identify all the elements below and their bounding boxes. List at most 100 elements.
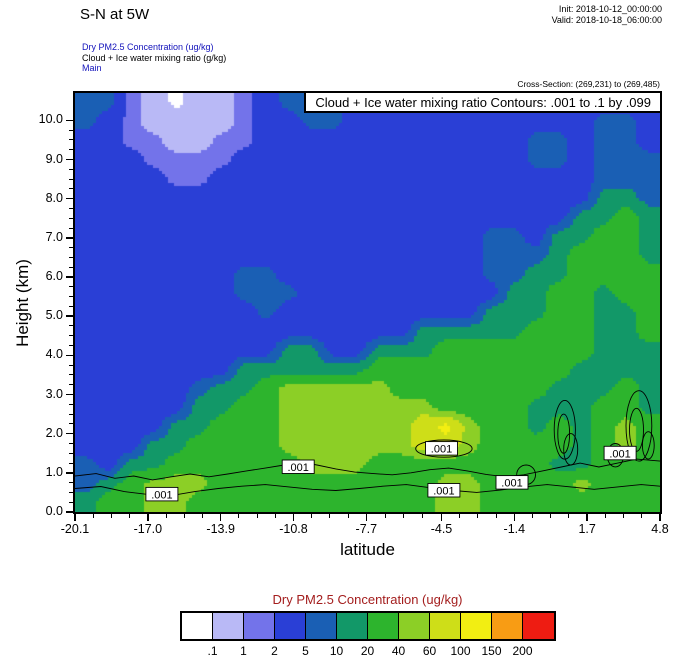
x-minor-tick	[403, 514, 405, 518]
x-minor-tick	[329, 514, 331, 518]
colorbar-cell	[336, 613, 368, 639]
x-minor-tick	[92, 514, 94, 518]
y-tick-label: 0.0	[45, 504, 63, 518]
contour-label-text: .001	[501, 478, 522, 490]
colorbar-tick-label: 100	[450, 644, 471, 658]
x-tick	[440, 514, 443, 521]
y-tick	[66, 393, 73, 396]
valid-time-label: Valid: 2018-10-18_06:00:00	[551, 15, 662, 25]
colorbar-cell	[491, 613, 523, 639]
contour-label-text: .001	[433, 486, 454, 498]
field-legend: Dry PM2.5 Concentration (ug/kg) Cloud + …	[82, 42, 226, 74]
colorbar-tick-label: 20	[360, 644, 375, 658]
pm25-heatmap-canvas	[75, 93, 660, 512]
x-minor-tick	[532, 514, 534, 518]
cloud-ice-contour-loop	[415, 439, 473, 458]
x-axis-title: latitude	[340, 540, 395, 559]
x-minor-tick	[477, 514, 479, 518]
colorbar-tick-label: 1	[240, 644, 247, 658]
colorbar-tick-label: 40	[391, 644, 406, 658]
x-tick	[659, 514, 661, 521]
colorbar-cells	[179, 611, 556, 641]
colorbar-cell	[429, 613, 461, 639]
x-minor-tick	[201, 514, 203, 518]
x-minor-tick	[183, 514, 185, 518]
x-tick-label: -7.7	[355, 522, 378, 536]
legend-line-pm25: Dry PM2.5 Concentration (ug/kg)	[82, 42, 214, 52]
y-tick	[66, 119, 73, 122]
colorbar-cell	[367, 613, 399, 639]
y-tick-label: 2.0	[45, 425, 63, 440]
contour-info-banner: Cloud + Ice water mixing ratio Contours:…	[304, 91, 662, 113]
y-tick-label: 10.0	[38, 112, 63, 127]
cloud-ice-contour-loop	[625, 390, 653, 462]
x-minor-tick	[495, 514, 497, 518]
x-minor-tick	[238, 514, 240, 518]
colorbar-tick-label: 150	[481, 644, 502, 658]
plot-area: .001 .001 .001 .001 .001 .001 Cloud + Ice wat…	[13, 91, 662, 514]
colorbar-labels: .1 1 2 5 10 20 40 60 100 150 200	[180, 644, 556, 659]
cloud-ice-contour-loop	[563, 433, 579, 466]
x-tick-label: -20.1	[60, 522, 90, 536]
contour-label-box	[427, 483, 461, 498]
x-minor-tick	[129, 514, 131, 518]
x-tick-label: -17.0	[133, 522, 163, 536]
colorbar-cell	[460, 613, 492, 639]
x-minor-tick	[256, 514, 258, 518]
y-tick-label: 9.0	[45, 151, 63, 166]
contour-label-text: .001	[431, 444, 452, 456]
x-tick-label: 4.8	[651, 522, 669, 536]
cross-section-label: Cross-Section: (269,231) to (269,485)	[517, 79, 660, 89]
y-tick	[66, 197, 73, 200]
x-tick-label: -1.4	[503, 522, 526, 536]
x-tick-label: -10.8	[279, 522, 308, 536]
x-minor-tick	[641, 514, 643, 518]
legend-line-cloud-ice: Cloud + Ice water mixing ratio (g/kg)	[82, 52, 227, 63]
x-tick	[365, 514, 368, 521]
colorbar-cell	[398, 613, 430, 639]
x-minor-tick	[459, 514, 461, 518]
y-tick-label: 1.0	[45, 464, 63, 479]
figure-title: S-N at 5W	[80, 6, 150, 23]
init-time-label: Init: 2018-10-12_00:00:00	[558, 4, 662, 14]
x-minor-tick	[110, 514, 112, 518]
cloud-ice-contour-loop	[553, 399, 576, 460]
colorbar-cell	[305, 613, 337, 639]
x-tick	[74, 514, 76, 521]
x-tick-label: 1.7	[578, 522, 596, 536]
contour-label-box	[603, 445, 637, 461]
colorbar-tick-label: 2	[271, 644, 278, 658]
y-tick-label: 6.0	[45, 269, 63, 284]
x-minor-tick	[384, 514, 386, 518]
colorbar: Dry PM2.5 Concentration (ug/kg) .1 1 2 5 10 2…	[75, 592, 660, 659]
x-minor-tick	[550, 514, 552, 518]
y-tick	[66, 276, 73, 278]
y-tick	[66, 511, 73, 513]
colorbar-tick-label: 200	[512, 644, 533, 658]
y-tick-label: 4.0	[45, 347, 63, 362]
y-tick	[66, 354, 73, 357]
y-tick-label: 5.0	[45, 308, 63, 323]
legend-line-main: Main	[82, 63, 102, 73]
x-minor-tick	[274, 514, 276, 518]
x-tick	[586, 514, 588, 521]
y-tick-label: 3.0	[45, 386, 63, 401]
contour-label-box	[425, 441, 458, 456]
x-minor-tick	[568, 514, 570, 518]
x-tick-label: -13.9	[206, 522, 235, 536]
x-minor-tick	[311, 514, 313, 518]
x-tick	[292, 514, 295, 521]
colorbar-tick-label: 10	[329, 644, 344, 658]
x-tick-label: -4.5	[430, 522, 453, 536]
colorbar-cell	[522, 613, 554, 639]
y-axis-title: Height (km)	[13, 258, 32, 347]
cloud-ice-contour-loop	[629, 407, 644, 452]
contour-label-text: .001	[609, 448, 630, 460]
colorbar-tick-label: 60	[422, 644, 437, 658]
x-tick	[219, 514, 222, 521]
cloud-ice-contour-loop	[641, 431, 655, 460]
y-tick	[66, 472, 73, 474]
colorbar-tick-label: .1	[207, 644, 218, 658]
cloud-ice-contour-line	[75, 458, 660, 481]
